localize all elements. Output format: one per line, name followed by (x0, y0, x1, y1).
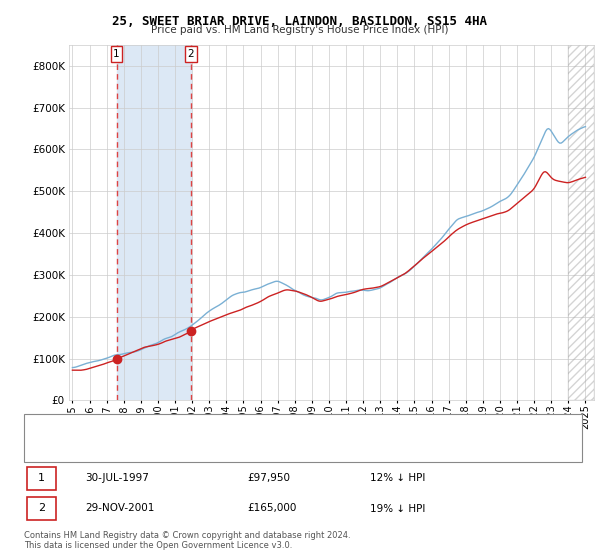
Bar (568, 45, 594, 400)
Text: 30-JUL-1997: 30-JUL-1997 (85, 473, 149, 483)
Text: 29-NOV-2001: 29-NOV-2001 (85, 503, 155, 514)
Text: 1: 1 (38, 473, 45, 483)
FancyBboxPatch shape (27, 467, 56, 489)
Bar (568, 45, 594, 400)
Text: 25, SWEET BRIAR DRIVE, LAINDON, BASILDON, SS15 4HA (detached house): 25, SWEET BRIAR DRIVE, LAINDON, BASILDON… (66, 423, 406, 432)
FancyBboxPatch shape (27, 497, 56, 520)
Text: 19% ↓ HPI: 19% ↓ HPI (370, 503, 425, 514)
Text: Contains HM Land Registry data © Crown copyright and database right 2024.
This d: Contains HM Land Registry data © Crown c… (24, 531, 350, 550)
Bar (116, 45, 191, 400)
Text: £97,950: £97,950 (247, 473, 290, 483)
Text: HPI: Average price, detached house, Basildon: HPI: Average price, detached house, Basi… (66, 446, 272, 455)
Text: 1: 1 (113, 49, 120, 59)
FancyBboxPatch shape (24, 414, 582, 462)
Text: £165,000: £165,000 (247, 503, 296, 514)
Text: 2: 2 (38, 503, 45, 514)
Text: Price paid vs. HM Land Registry's House Price Index (HPI): Price paid vs. HM Land Registry's House … (151, 25, 449, 35)
Text: 25, SWEET BRIAR DRIVE, LAINDON, BASILDON, SS15 4HA: 25, SWEET BRIAR DRIVE, LAINDON, BASILDON… (113, 15, 487, 27)
Text: 2: 2 (187, 49, 194, 59)
Text: 12% ↓ HPI: 12% ↓ HPI (370, 473, 425, 483)
